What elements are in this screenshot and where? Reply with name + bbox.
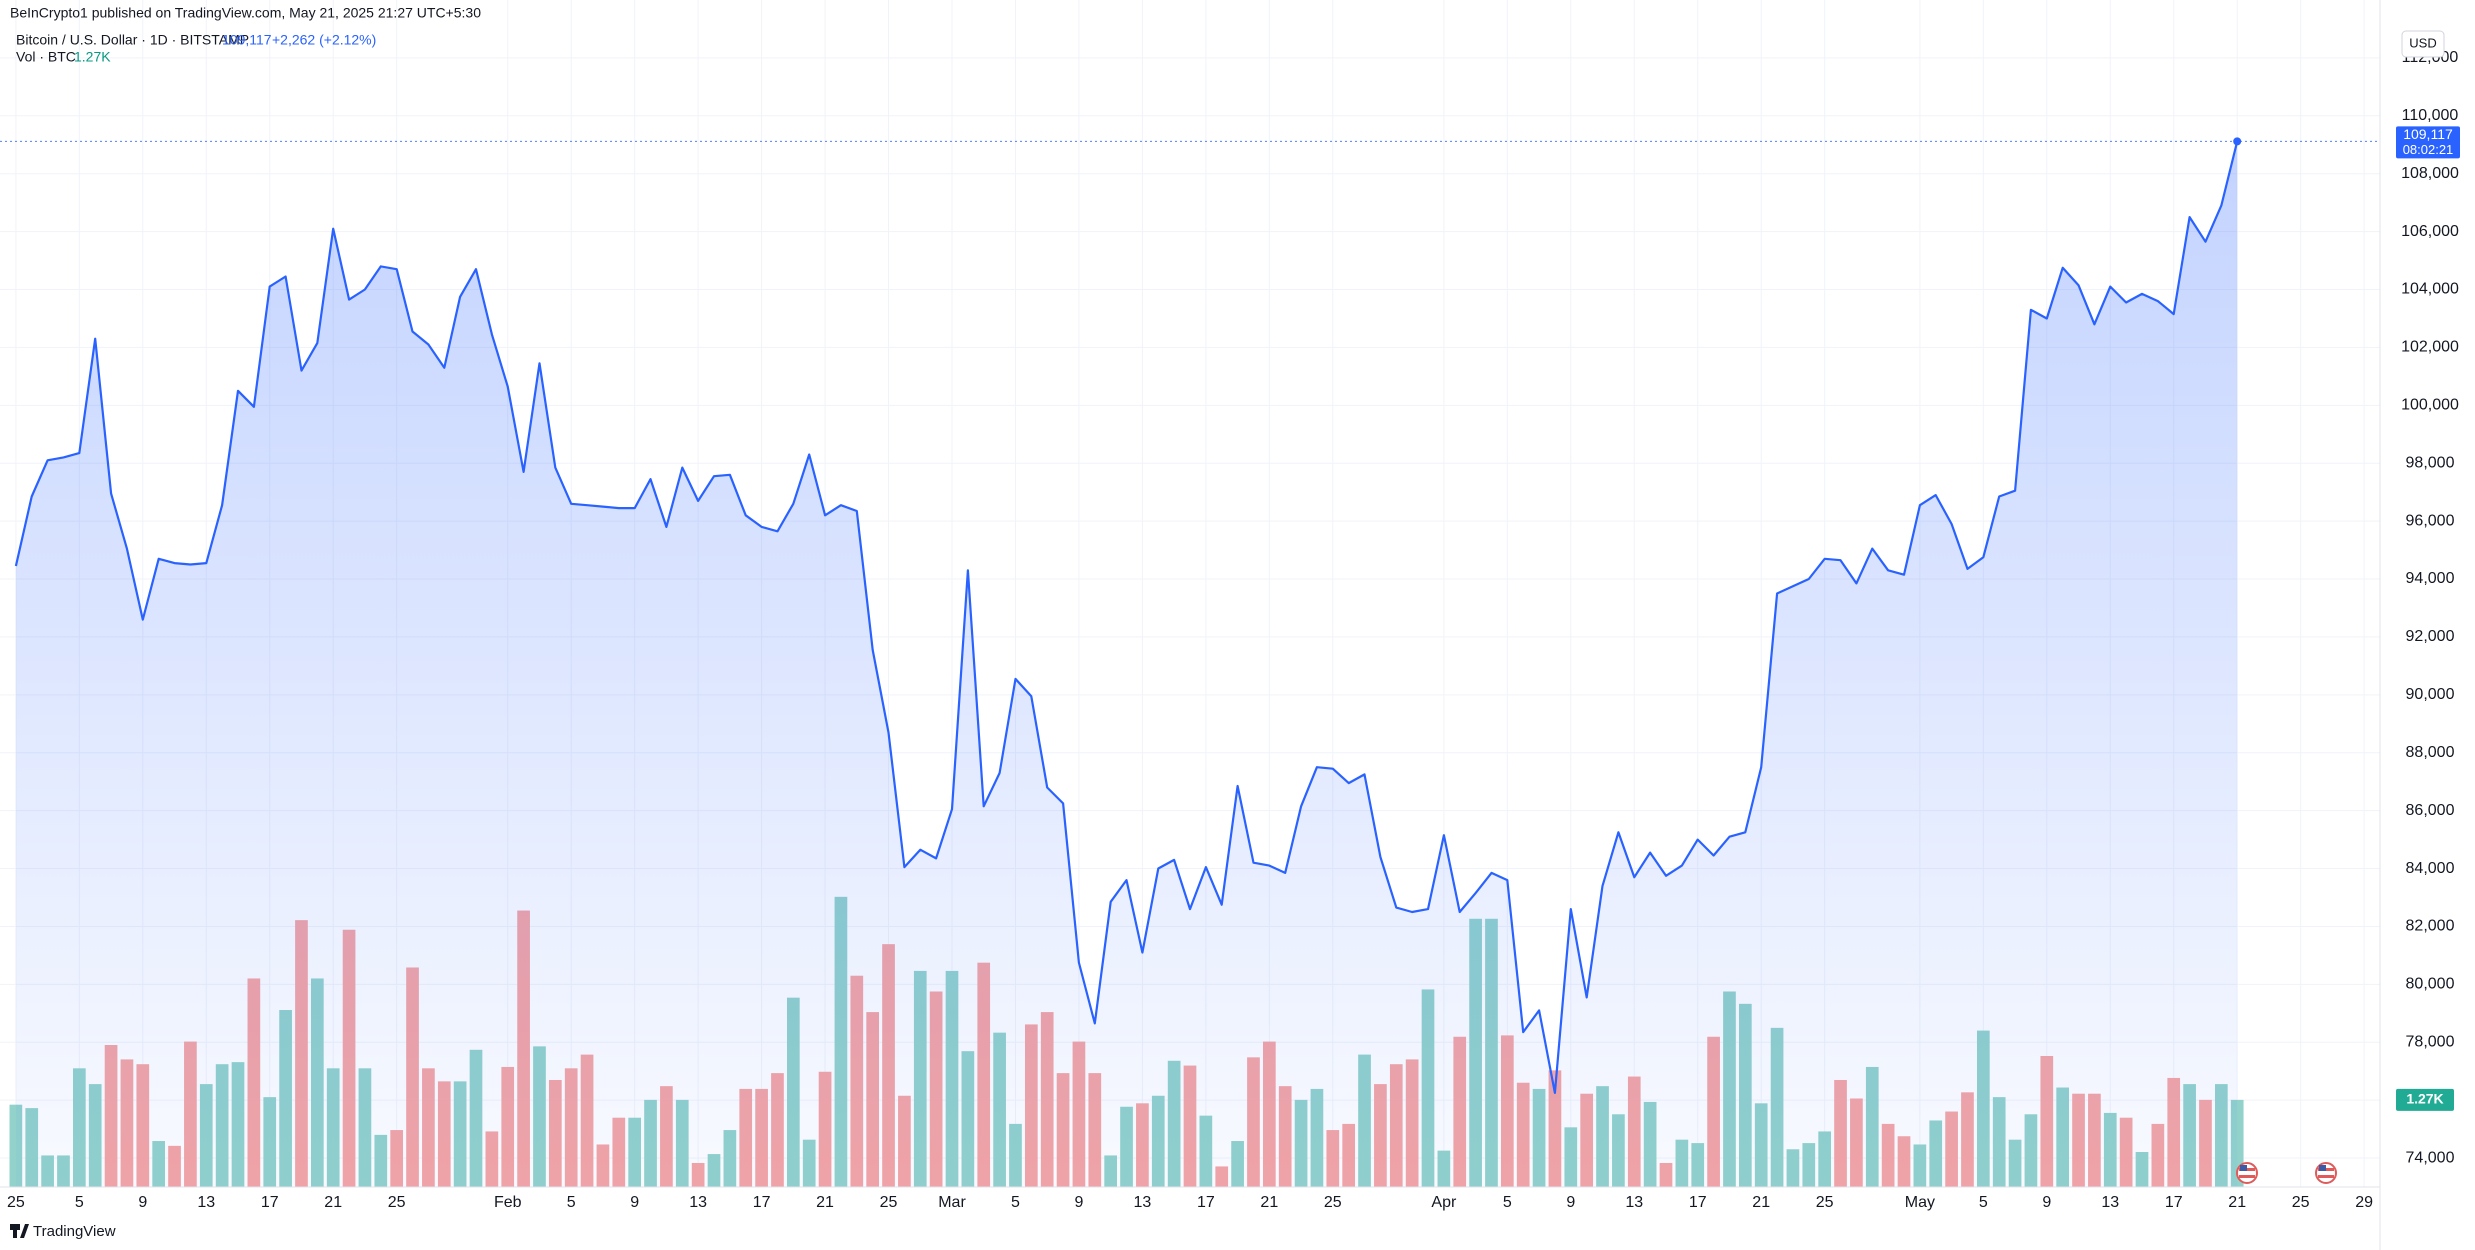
y-tick-label: 108,000 bbox=[2401, 165, 2459, 182]
x-tick-label: 25 bbox=[1324, 1194, 1342, 1211]
last-price-tag bbox=[2396, 126, 2460, 159]
currency-button[interactable]: USD bbox=[2401, 30, 2445, 58]
x-tick-label: 21 bbox=[1752, 1194, 1770, 1211]
price-series bbox=[0, 137, 2380, 1187]
x-tick-label: 17 bbox=[2165, 1194, 2183, 1211]
x-tick-label: 9 bbox=[630, 1194, 639, 1211]
published-note: BeInCrypto1 published on TradingView.com… bbox=[10, 5, 481, 21]
brand: TradingView bbox=[10, 1223, 116, 1240]
x-tick-label: 25 bbox=[7, 1194, 25, 1211]
y-tick-label: 88,000 bbox=[2406, 744, 2455, 761]
y-tick-label: 110,000 bbox=[2402, 107, 2459, 124]
x-tick-label: 9 bbox=[138, 1194, 147, 1211]
x-tick-label: 9 bbox=[1566, 1194, 1575, 1211]
flag-canton bbox=[2240, 1165, 2247, 1171]
legend-last-price: 109,117 bbox=[222, 32, 272, 48]
y-tick-label: 82,000 bbox=[2406, 918, 2455, 935]
brand-logo bbox=[20, 1224, 29, 1238]
x-tick-label: 17 bbox=[1197, 1194, 1215, 1211]
y-tick-label: 92,000 bbox=[2406, 628, 2455, 645]
x-tick-label: 25 bbox=[1816, 1194, 1834, 1211]
countdown-label: 08:02:21 bbox=[2403, 142, 2454, 157]
last-volume-tag-label: 1.27K bbox=[2406, 1091, 2443, 1107]
x-tick-label: 13 bbox=[2101, 1194, 2119, 1211]
last-volume-tag bbox=[2396, 1088, 2454, 1111]
y-tick-label: 94,000 bbox=[2406, 570, 2455, 587]
x-tick-label: 17 bbox=[261, 1194, 279, 1211]
legend-change: +2,262 (+2.12%) bbox=[272, 32, 376, 48]
volume-legend-title: Vol · BTC bbox=[16, 49, 76, 65]
flag-stripe bbox=[2239, 1175, 2255, 1178]
flag-stripe bbox=[2318, 1175, 2334, 1178]
y-tick-label: 96,000 bbox=[2406, 512, 2455, 529]
y-tick-label: 86,000 bbox=[2406, 802, 2455, 819]
x-tick-label: 25 bbox=[388, 1194, 406, 1211]
x-tick-label: Apr bbox=[1431, 1194, 1457, 1211]
x-tick-label: 5 bbox=[1979, 1194, 1988, 1211]
x-tick-label: 21 bbox=[1260, 1194, 1278, 1211]
price-line bbox=[14, 141, 2239, 1094]
x-tick-label: 5 bbox=[567, 1194, 576, 1211]
brand-logo bbox=[13, 1224, 17, 1238]
legend-title: Bitcoin / U.S. Dollar · 1D · BITSTAMP bbox=[16, 32, 249, 48]
last-price-tag-label: 109,117 bbox=[2403, 126, 2453, 142]
x-tick-label: May bbox=[1905, 1194, 1935, 1211]
x-tick-label: 25 bbox=[2292, 1194, 2310, 1211]
event-flags bbox=[2236, 1162, 2337, 1184]
brand-name: TradingView bbox=[33, 1223, 116, 1240]
x-tick-label: 17 bbox=[753, 1194, 771, 1211]
y-tick-label: 84,000 bbox=[2406, 860, 2455, 877]
x-tick-label: 13 bbox=[689, 1194, 707, 1211]
currency-label[interactable]: USD bbox=[2409, 35, 2436, 50]
y-tick-label: 100,000 bbox=[2401, 397, 2459, 414]
y-tick-label: 80,000 bbox=[2406, 976, 2455, 993]
x-tick-label: 21 bbox=[816, 1194, 834, 1211]
x-tick-label: 5 bbox=[1011, 1194, 1020, 1211]
y-tick-label: 106,000 bbox=[2401, 223, 2459, 240]
last-price-dot bbox=[2233, 137, 2242, 146]
x-tick-label: 13 bbox=[1134, 1194, 1152, 1211]
x-tick-label: 17 bbox=[1689, 1194, 1707, 1211]
y-tick-label: 98,000 bbox=[2406, 454, 2455, 471]
x-tick-label: 13 bbox=[197, 1194, 215, 1211]
x-tick-label: Mar bbox=[938, 1194, 966, 1211]
volume-legend-value: 1.27K bbox=[74, 49, 111, 65]
currency-box[interactable] bbox=[2401, 30, 2445, 58]
x-tick-label: 5 bbox=[75, 1194, 84, 1211]
y-tick-label: 74,000 bbox=[2406, 1149, 2455, 1166]
y-tick-label: 102,000 bbox=[2401, 339, 2459, 356]
flag-canton bbox=[2319, 1165, 2326, 1171]
y-tick-label: 78,000 bbox=[2406, 1033, 2455, 1050]
y-tick-label: 90,000 bbox=[2406, 686, 2455, 703]
x-tick-label: 21 bbox=[324, 1194, 342, 1211]
x-tick-label: 5 bbox=[1503, 1194, 1512, 1211]
x-tick-label: 25 bbox=[880, 1194, 898, 1211]
x-tick-label: 9 bbox=[2042, 1194, 2051, 1211]
x-tick-label: 9 bbox=[1074, 1194, 1083, 1211]
x-tick-label: 13 bbox=[1625, 1194, 1643, 1211]
x-tick-label: Feb bbox=[494, 1194, 522, 1211]
x-tick-label: 29 bbox=[2355, 1194, 2373, 1211]
price-area bbox=[15, 141, 2238, 1187]
y-tick-label: 104,000 bbox=[2401, 281, 2459, 298]
x-tick-label: 21 bbox=[2228, 1194, 2246, 1211]
